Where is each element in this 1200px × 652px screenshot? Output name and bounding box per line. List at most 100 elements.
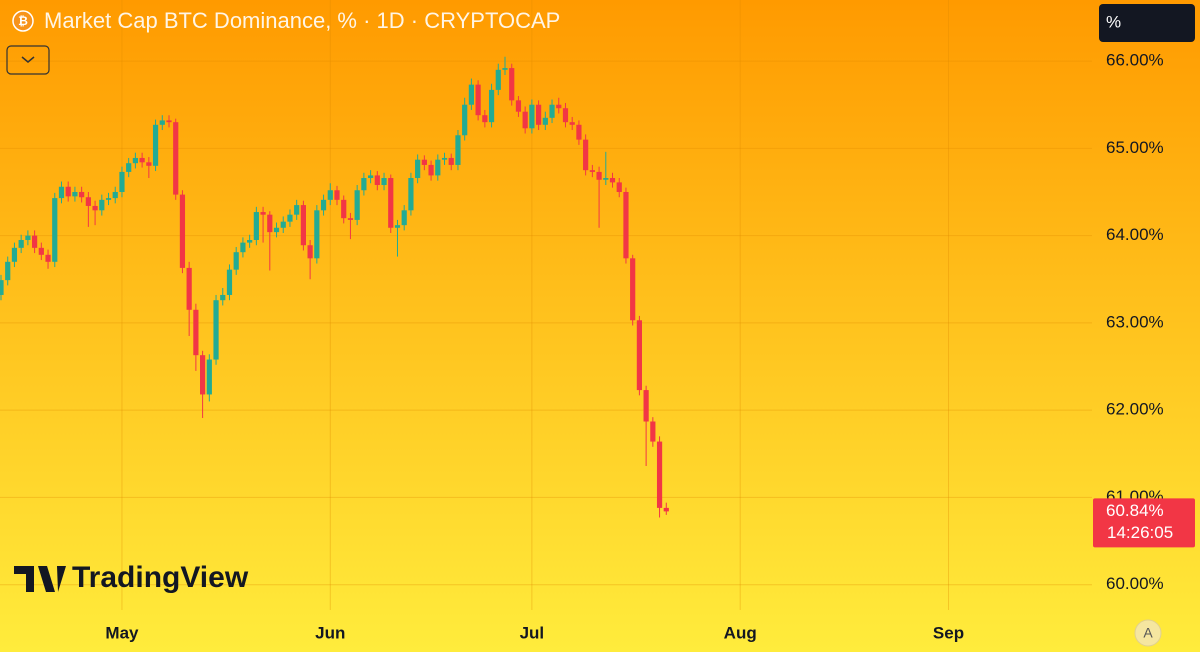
- candle-body: [253, 212, 259, 240]
- collapse-button[interactable]: [6, 45, 50, 75]
- candle-body: [45, 254, 51, 262]
- candle-body: [159, 120, 165, 125]
- candle-body: [320, 199, 327, 211]
- candle-body: [267, 214, 273, 233]
- candle-body: [119, 171, 125, 192]
- candle-body: [609, 178, 616, 183]
- candle-body: [401, 210, 407, 226]
- candle-body: [441, 157, 448, 160]
- candle-body: [536, 104, 542, 125]
- candle-body: [200, 355, 206, 395]
- y-tick-label: 62.00%: [1106, 400, 1164, 419]
- x-tick-label: Jul: [520, 623, 545, 642]
- candle-body: [186, 267, 192, 310]
- candle-body: [421, 159, 427, 165]
- candle-body: [589, 170, 595, 172]
- candle-body: [650, 421, 656, 442]
- candle-body: [354, 190, 360, 220]
- candle-body: [596, 171, 602, 180]
- candle-body: [616, 182, 622, 192]
- candle-body: [488, 89, 495, 123]
- candle-body: [32, 235, 38, 248]
- auto-button[interactable]: [1134, 619, 1162, 647]
- candle-body: [58, 186, 65, 199]
- candle-body: [341, 199, 347, 219]
- candle-body: [233, 252, 239, 270]
- candle-body: [502, 68, 508, 70]
- candle-body: [65, 186, 71, 197]
- candle-body: [327, 190, 333, 200]
- candle-body: [240, 242, 246, 253]
- price-label-countdown: 14:26:05: [1107, 523, 1173, 542]
- candle-body: [152, 124, 159, 166]
- candle-body: [562, 108, 569, 123]
- candle-body: [435, 159, 441, 176]
- y-tick-label: 66.00%: [1106, 51, 1164, 70]
- candle-body: [408, 178, 414, 211]
- grid: [0, 0, 1092, 610]
- candle-body: [52, 198, 58, 262]
- candle-body: [105, 198, 112, 200]
- y-tick-label: 64.00%: [1106, 225, 1164, 244]
- candle-body: [260, 212, 266, 215]
- candle-body: [179, 194, 186, 268]
- candle-body: [663, 507, 669, 512]
- candle-body: [495, 69, 501, 90]
- candle-body: [146, 162, 152, 166]
- btc-icon-glyph: ₿: [18, 14, 28, 28]
- btc-icon: [12, 10, 34, 32]
- candle-body: [462, 104, 468, 136]
- chart-title: Market Cap BTC Dominance, % · 1D · CRYPT…: [44, 8, 560, 33]
- y-tick-label: 65.00%: [1106, 138, 1164, 157]
- candle-body: [314, 210, 320, 259]
- candle-body: [206, 359, 212, 395]
- x-tick-label: Jun: [315, 623, 345, 642]
- candle-body: [25, 235, 31, 240]
- x-tick-label: May: [105, 623, 139, 642]
- y-tick-label: 60.00%: [1106, 574, 1164, 593]
- price-label: [1093, 498, 1195, 548]
- scale-button-label: %: [1106, 12, 1121, 31]
- candle-body: [636, 320, 642, 391]
- candle-body: [193, 309, 199, 356]
- candle-body: [166, 120, 172, 123]
- candle-body: [307, 245, 313, 259]
- logo-text: TradingView: [72, 561, 249, 594]
- candle-body: [374, 175, 380, 186]
- candle-body: [361, 178, 367, 191]
- logo-icon: [14, 566, 66, 592]
- logo: TradingView: [14, 561, 249, 594]
- candle-body: [220, 294, 226, 301]
- candle-body: [482, 115, 488, 123]
- price-label-value: 60.84%: [1106, 501, 1164, 520]
- x-tick-label: Sep: [933, 623, 964, 642]
- candle-body: [38, 247, 44, 255]
- candle-body: [623, 191, 629, 259]
- candle-body: [18, 239, 24, 248]
- scale-button[interactable]: [1099, 4, 1195, 42]
- candle-body: [213, 300, 219, 360]
- candle-body: [603, 178, 609, 180]
- candle-body: [139, 157, 145, 163]
- candle-body: [92, 205, 98, 211]
- candle-body: [394, 225, 401, 228]
- candle-body: [300, 205, 306, 246]
- candle-body: [294, 205, 300, 215]
- candle-body: [630, 258, 636, 321]
- candle-body: [112, 191, 118, 199]
- candle-body: [126, 163, 132, 172]
- candle-body: [287, 214, 293, 222]
- candle-body: [5, 261, 11, 281]
- candle-body: [368, 175, 374, 179]
- candle-body: [556, 104, 562, 109]
- candle-body: [509, 68, 515, 101]
- candle-body: [542, 117, 548, 125]
- candle-body: [448, 157, 454, 165]
- candle-body: [72, 191, 78, 197]
- candle-body: [583, 139, 589, 171]
- candle-body: [85, 197, 91, 206]
- candle-body: [381, 178, 387, 186]
- candle-body: [475, 84, 481, 116]
